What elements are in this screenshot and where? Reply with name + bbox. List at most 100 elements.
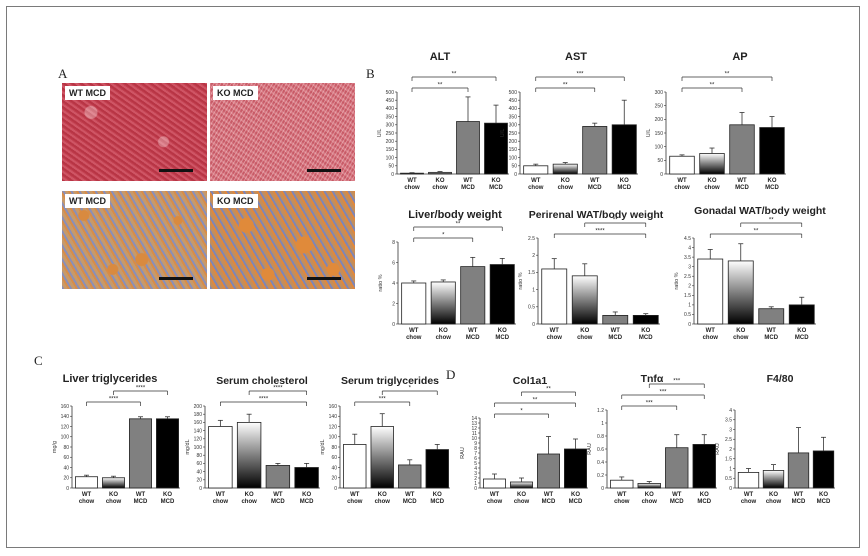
y-tick-label: 200: [194, 404, 203, 410]
y-tick-label: 0: [532, 322, 535, 328]
y-axis-label: RAU: [587, 443, 593, 455]
y-tick-label: 6: [392, 260, 395, 266]
y-tick-label: 8: [474, 446, 477, 452]
category-label: KO: [517, 492, 526, 498]
significance-label: **: [769, 218, 774, 224]
bar: [610, 479, 634, 489]
y-tick-label: 400: [386, 106, 395, 112]
y-tick-label: 100: [329, 435, 338, 441]
significance-label: ****: [259, 397, 269, 403]
bar: [456, 121, 480, 175]
y-tick-label: 60: [331, 455, 337, 461]
category-label: WT: [531, 178, 541, 184]
bar: [632, 314, 659, 325]
category-label: KO: [769, 492, 778, 498]
category-label: chow: [614, 499, 630, 505]
significance-label: ****: [109, 397, 119, 403]
category-label: chow: [733, 335, 749, 341]
category-label: chow: [528, 185, 544, 191]
significance-label: **: [546, 387, 551, 393]
y-tick-label: 200: [509, 139, 518, 145]
category-label: MCD: [588, 185, 602, 191]
bar: [102, 477, 125, 489]
scale-bar: [159, 277, 193, 280]
y-tick-label: 0.5: [725, 476, 732, 482]
bar: [727, 260, 754, 325]
y-tick-label: 120: [61, 424, 70, 430]
y-tick-label: 140: [329, 414, 338, 420]
panel-label-d: D: [446, 367, 456, 382]
category-label: MCD: [430, 499, 444, 505]
bar: [208, 426, 233, 489]
y-tick-label: 1: [532, 287, 535, 293]
significance-label: **: [613, 218, 618, 224]
significance-label: **: [710, 83, 715, 89]
y-tick-label: 0: [392, 322, 395, 328]
y-tick-label: 0: [66, 486, 69, 492]
category-label: chow: [375, 499, 391, 505]
y-tick-label: 0: [474, 486, 477, 492]
y-tick-label: 50: [388, 164, 394, 170]
y-tick-label: 140: [61, 414, 70, 420]
significance-label: *: [409, 386, 412, 392]
y-tick-label: 8: [392, 240, 395, 246]
y-axis-label: RAU: [460, 447, 466, 459]
category-label: WT: [407, 178, 417, 184]
y-tick-label: 150: [655, 131, 664, 137]
y-tick-label: 150: [509, 147, 518, 153]
y-tick-label: 11: [472, 431, 477, 437]
y-tick-label: 100: [194, 445, 203, 451]
bar: [75, 476, 98, 489]
y-tick-label: 0.5: [528, 305, 535, 311]
category-label: MCD: [489, 185, 503, 191]
bar: [401, 282, 427, 325]
category-label: chow: [432, 185, 448, 191]
bar: [692, 444, 716, 489]
bar: [523, 165, 549, 175]
significance-label: **: [456, 222, 461, 228]
category-label: KO: [797, 328, 806, 334]
significance-label: ****: [136, 386, 146, 392]
bar: [699, 153, 725, 175]
y-tick-label: 50: [657, 158, 663, 164]
histology-he-wt-mcd: WT MCD: [62, 83, 207, 181]
y-tick-label: 100: [509, 155, 518, 161]
significance-label: ****: [595, 229, 605, 235]
y-tick-label: 20: [63, 476, 69, 482]
bar: [787, 452, 810, 489]
category-label: MCD: [795, 335, 809, 341]
bar: [428, 171, 452, 175]
category-label: WT: [468, 328, 478, 334]
y-tick-label: 120: [329, 424, 338, 430]
category-label: WT: [706, 328, 716, 334]
category-label: chow: [436, 335, 452, 341]
category-label: WT: [544, 492, 554, 498]
scale-bar: [307, 277, 341, 280]
y-tick-label: 3: [729, 427, 732, 433]
category-label: KO: [302, 492, 311, 498]
y-axis-label: U/L: [377, 129, 383, 138]
bar: [343, 444, 367, 489]
bar: [564, 448, 587, 489]
bar: [758, 308, 785, 325]
scale-bar: [159, 169, 193, 172]
y-axis-label: mg/g: [52, 441, 58, 453]
y-tick-label: 2: [729, 447, 732, 453]
category-label: WT: [409, 328, 419, 334]
significance-label: ***: [576, 72, 584, 78]
bar: [571, 275, 598, 325]
category-label: KO: [641, 328, 650, 334]
y-tick-label: 0: [688, 322, 691, 328]
y-tick-label: 2: [474, 476, 477, 482]
y-tick-label: 3.5: [684, 255, 691, 261]
category-label: chow: [577, 335, 593, 341]
category-label: WT: [611, 328, 621, 334]
bar: [729, 124, 755, 175]
bar: [430, 281, 456, 325]
y-tick-label: 200: [386, 139, 395, 145]
significance-label: **: [533, 398, 538, 404]
y-tick-label: 60: [63, 455, 69, 461]
y-tick-label: 0: [391, 172, 394, 178]
category-label: chow: [106, 499, 122, 505]
